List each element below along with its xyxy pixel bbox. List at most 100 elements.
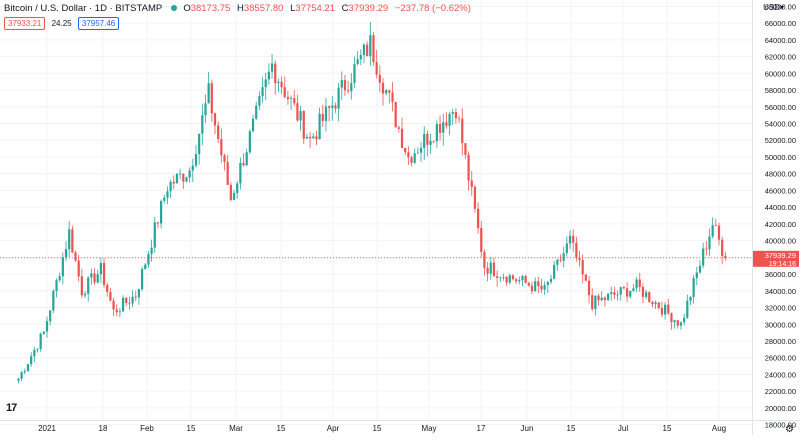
candle-body bbox=[530, 285, 534, 292]
candle-body bbox=[87, 277, 90, 294]
candle-body bbox=[115, 309, 118, 313]
candle-body bbox=[600, 297, 603, 301]
candle-body bbox=[388, 90, 391, 93]
candle-body bbox=[353, 64, 356, 84]
candle-body bbox=[39, 333, 42, 349]
candle-body bbox=[702, 248, 705, 266]
y-tick-label: 24000.00 bbox=[765, 370, 796, 379]
candle-body bbox=[521, 276, 524, 281]
candle-body bbox=[553, 264, 556, 279]
candle-body bbox=[258, 96, 261, 106]
y-tick-label: 52000.00 bbox=[765, 136, 796, 145]
candle-body bbox=[299, 111, 302, 121]
candle-body bbox=[109, 291, 112, 301]
candle-body bbox=[77, 260, 80, 277]
x-tick-label: Jun bbox=[521, 424, 534, 433]
candle-body bbox=[137, 289, 141, 298]
candle-body bbox=[565, 243, 568, 254]
candle-body bbox=[131, 296, 134, 304]
y-tick-label: 26000.00 bbox=[765, 354, 796, 363]
x-tick-label: 18 bbox=[99, 424, 108, 433]
y-tick-label: 68000.00 bbox=[765, 2, 796, 11]
buy-button[interactable]: 37957.46 bbox=[77, 17, 120, 30]
candle-body bbox=[692, 278, 695, 297]
change-value: −237.78 (−0.62%) bbox=[394, 3, 471, 14]
x-tick-label: Aug bbox=[712, 424, 726, 433]
y-tick-label: 62000.00 bbox=[765, 53, 796, 62]
currency-selector[interactable]: USD▾ bbox=[763, 3, 784, 12]
candle-body bbox=[277, 81, 280, 84]
high-label: H bbox=[236, 3, 244, 14]
candle-body bbox=[683, 317, 686, 323]
candle-body bbox=[128, 302, 131, 304]
candle-body bbox=[518, 280, 521, 282]
candle-body bbox=[102, 262, 106, 285]
candle-body bbox=[169, 181, 172, 192]
candle-body bbox=[423, 133, 426, 148]
candle-body bbox=[191, 165, 194, 171]
candle-body bbox=[194, 154, 198, 166]
candle-body bbox=[629, 290, 632, 297]
candle-body bbox=[166, 191, 169, 198]
candle-body bbox=[407, 152, 410, 158]
candle-body bbox=[562, 253, 565, 261]
candle-body bbox=[255, 105, 258, 119]
sell-button[interactable]: 37933.21 bbox=[4, 17, 46, 30]
symbol-title[interactable]: Bitcoin / U.S. Dollar · 1D · BITSTAMP bbox=[4, 3, 163, 14]
y-tick-label: 18000.00 bbox=[765, 421, 796, 430]
candle-body bbox=[413, 153, 416, 163]
candle-body bbox=[55, 280, 58, 292]
candle-body bbox=[232, 193, 236, 200]
open-label: O bbox=[183, 3, 191, 14]
candle-body bbox=[106, 284, 109, 292]
candle-body bbox=[207, 83, 210, 104]
tradingview-logo-icon[interactable]: 17 bbox=[6, 402, 17, 414]
x-tick-label: 15 bbox=[373, 424, 382, 433]
candle-body bbox=[182, 173, 185, 182]
candle-body bbox=[606, 293, 610, 301]
candle-body bbox=[64, 249, 68, 258]
candle-body bbox=[651, 301, 654, 305]
candle-body bbox=[267, 71, 270, 80]
candle-body bbox=[641, 287, 645, 297]
candle-body bbox=[274, 63, 277, 84]
candle-body bbox=[359, 55, 362, 60]
x-tick-label: 15 bbox=[663, 424, 672, 433]
candle-body bbox=[334, 105, 337, 109]
candle-body bbox=[584, 274, 587, 281]
gear-icon[interactable]: ⚙ bbox=[785, 424, 794, 435]
candle-body bbox=[457, 118, 461, 120]
candle-body bbox=[524, 276, 527, 283]
candle-body bbox=[397, 127, 400, 129]
candle-body bbox=[74, 252, 77, 261]
candle-body bbox=[337, 87, 340, 109]
candle-body bbox=[511, 275, 515, 280]
candle-body bbox=[670, 313, 673, 323]
candle-body bbox=[125, 297, 128, 303]
candle-body bbox=[597, 295, 600, 301]
candle-body bbox=[445, 122, 448, 126]
candle-body bbox=[140, 269, 144, 290]
candle-body bbox=[321, 113, 324, 121]
x-tick-label: Apr bbox=[327, 424, 340, 433]
candle-body bbox=[483, 251, 486, 268]
candle-body bbox=[315, 136, 318, 140]
candle-body bbox=[660, 307, 664, 315]
candle-body bbox=[366, 44, 369, 57]
candle-body bbox=[242, 162, 245, 166]
candle-body bbox=[515, 279, 518, 282]
price-tag bbox=[753, 250, 799, 267]
candle-body bbox=[286, 96, 290, 99]
candle-body bbox=[93, 273, 96, 283]
candle-body bbox=[80, 276, 83, 296]
candle-body bbox=[30, 356, 33, 365]
candle-body bbox=[467, 154, 470, 181]
candle-body bbox=[442, 122, 445, 133]
candle-body bbox=[470, 180, 473, 187]
price-tag-value: 37939.29 bbox=[765, 251, 796, 260]
candle-body bbox=[68, 229, 71, 250]
candle-body bbox=[280, 81, 283, 88]
candle-body bbox=[210, 83, 213, 114]
candle-body bbox=[435, 124, 438, 142]
